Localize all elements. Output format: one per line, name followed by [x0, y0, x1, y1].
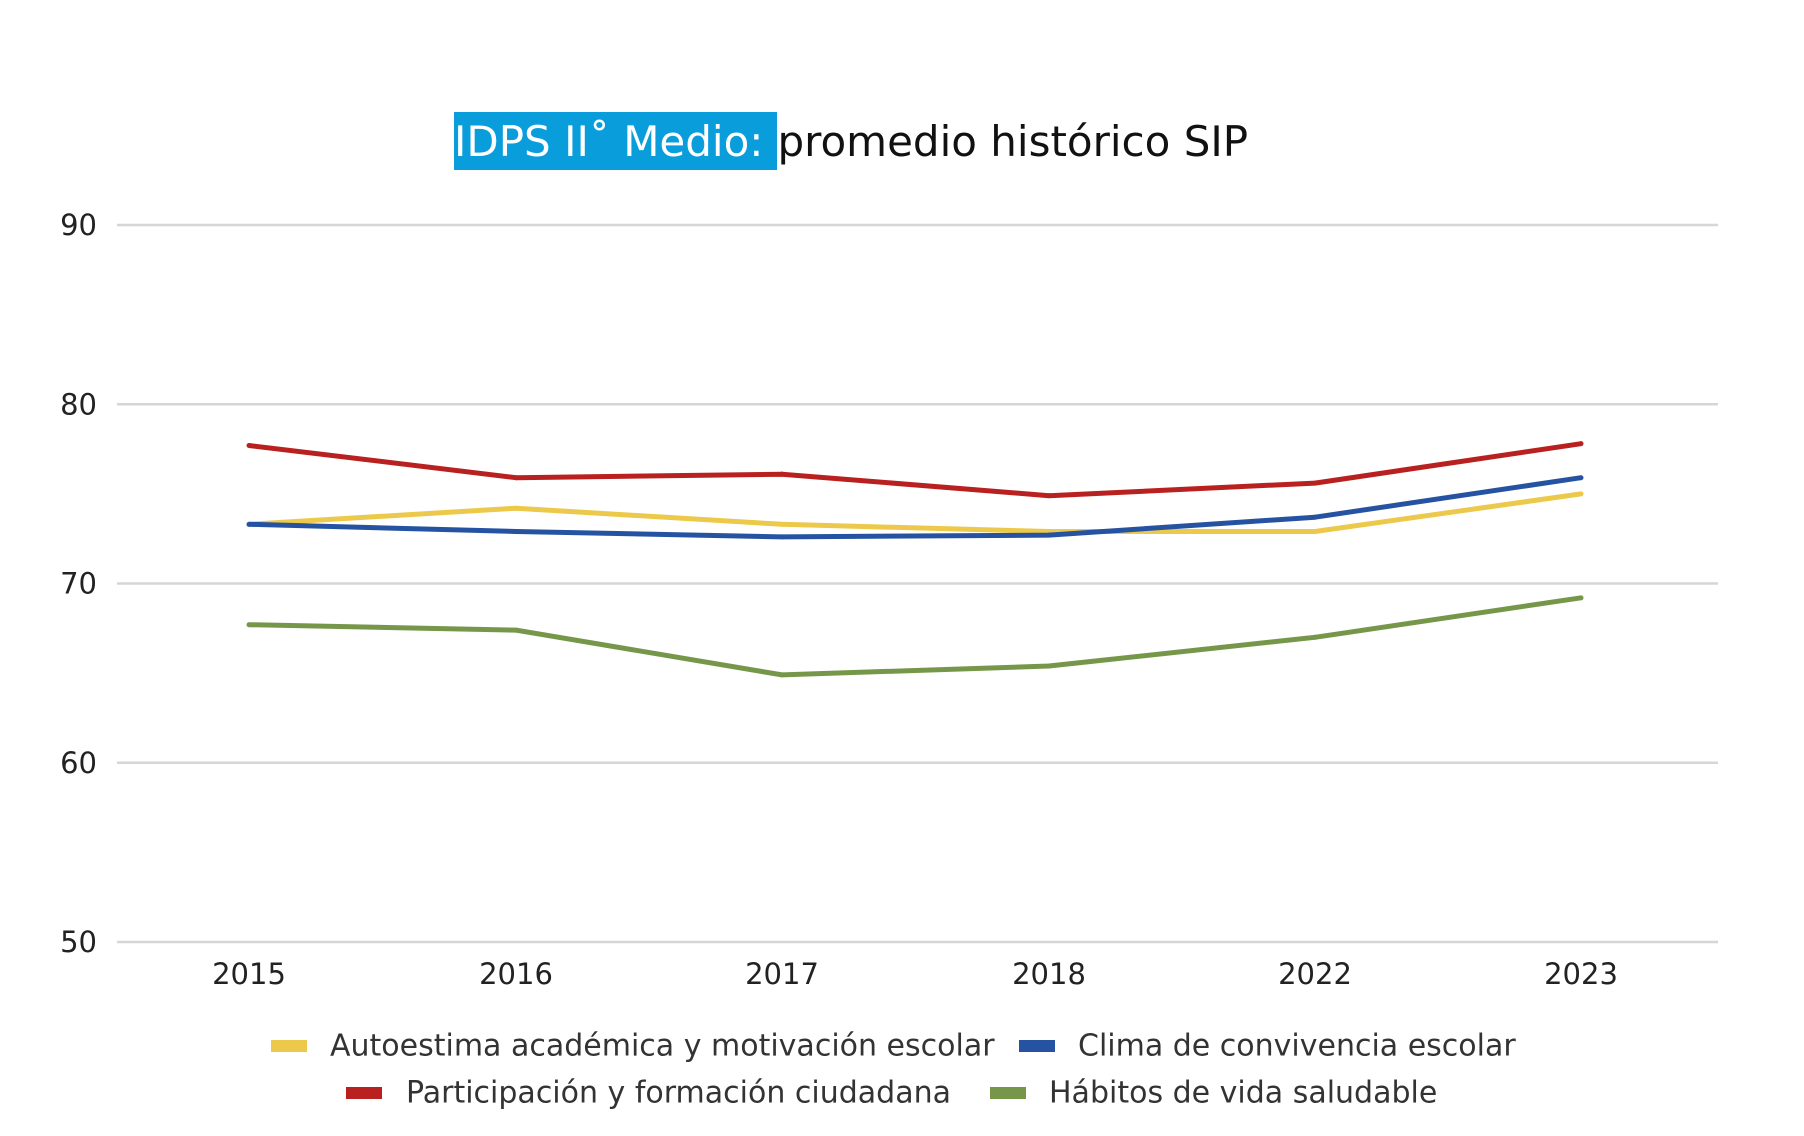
data-point: [1312, 480, 1318, 486]
data-point: [1312, 514, 1318, 520]
data-point: [513, 475, 519, 481]
series-line-3: [248, 595, 1582, 678]
x-tick-label: 2015: [212, 957, 286, 991]
data-point: [513, 627, 519, 633]
legend-swatch-participacion: [346, 1087, 382, 1099]
legend-label: Participación y formación ciudadana: [406, 1076, 951, 1111]
x-tick-label: 2018: [1012, 957, 1086, 991]
series-line-1: [248, 475, 1582, 540]
y-tick-label: 60: [60, 746, 97, 780]
legend-item: Autoestima académica y motivación escola…: [271, 1029, 995, 1064]
data-point: [1578, 491, 1584, 497]
legend-label: Autoestima académica y motivación escola…: [330, 1029, 995, 1064]
legend-label: Hábitos de vida saludable: [1049, 1076, 1437, 1111]
series-line-2: [248, 441, 1582, 499]
legend-swatch-autoestima: [271, 1040, 307, 1052]
data-point: [1312, 634, 1318, 640]
legend-item: Clima de convivencia escolar: [1019, 1029, 1516, 1064]
x-tick-label: 2022: [1278, 957, 1352, 991]
data-point: [1578, 595, 1584, 601]
data-point: [246, 442, 252, 448]
chart-title-rest: promedio histórico SIP: [777, 116, 1249, 166]
data-point: [779, 534, 785, 540]
series-line-0: [248, 491, 1582, 534]
y-tick-label: 50: [60, 925, 97, 959]
data-point: [779, 521, 785, 527]
gridlines: [117, 223, 1718, 944]
data-point: [1312, 529, 1318, 535]
x-axis-ticks: 2015 2016 2017 2018 2022 2023: [212, 957, 1618, 991]
chart-title-highlight: IDPS II˚ Medio:: [454, 112, 778, 170]
data-point: [779, 672, 785, 678]
data-point: [1578, 441, 1584, 447]
data-point: [246, 521, 252, 527]
legend: Autoestima académica y motivación escola…: [271, 1029, 1516, 1111]
data-point: [1046, 663, 1052, 669]
x-tick-label: 2023: [1544, 957, 1618, 991]
y-tick-label: 70: [60, 567, 97, 601]
y-tick-label: 90: [60, 208, 97, 242]
legend-swatch-habitos: [990, 1087, 1026, 1099]
chart-title: IDPS II˚ Medio: promedio histórico SIP: [454, 112, 1248, 170]
data-point: [779, 471, 785, 477]
x-tick-label: 2016: [479, 957, 553, 991]
data-point: [1578, 475, 1584, 481]
legend-label: Clima de convivencia escolar: [1078, 1029, 1516, 1064]
x-tick-label: 2017: [745, 957, 819, 991]
series-lines: [246, 441, 1584, 678]
data-point: [513, 505, 519, 511]
data-point: [246, 622, 252, 628]
y-tick-label: 80: [60, 387, 97, 421]
data-point: [513, 529, 519, 535]
data-point: [1046, 493, 1052, 499]
legend-item: Hábitos de vida saludable: [990, 1076, 1437, 1111]
legend-item: Participación y formación ciudadana: [346, 1076, 951, 1111]
legend-swatch-clima: [1019, 1040, 1055, 1052]
y-axis-ticks: 90 80 70 60 50: [60, 208, 97, 959]
data-point: [1046, 532, 1052, 538]
